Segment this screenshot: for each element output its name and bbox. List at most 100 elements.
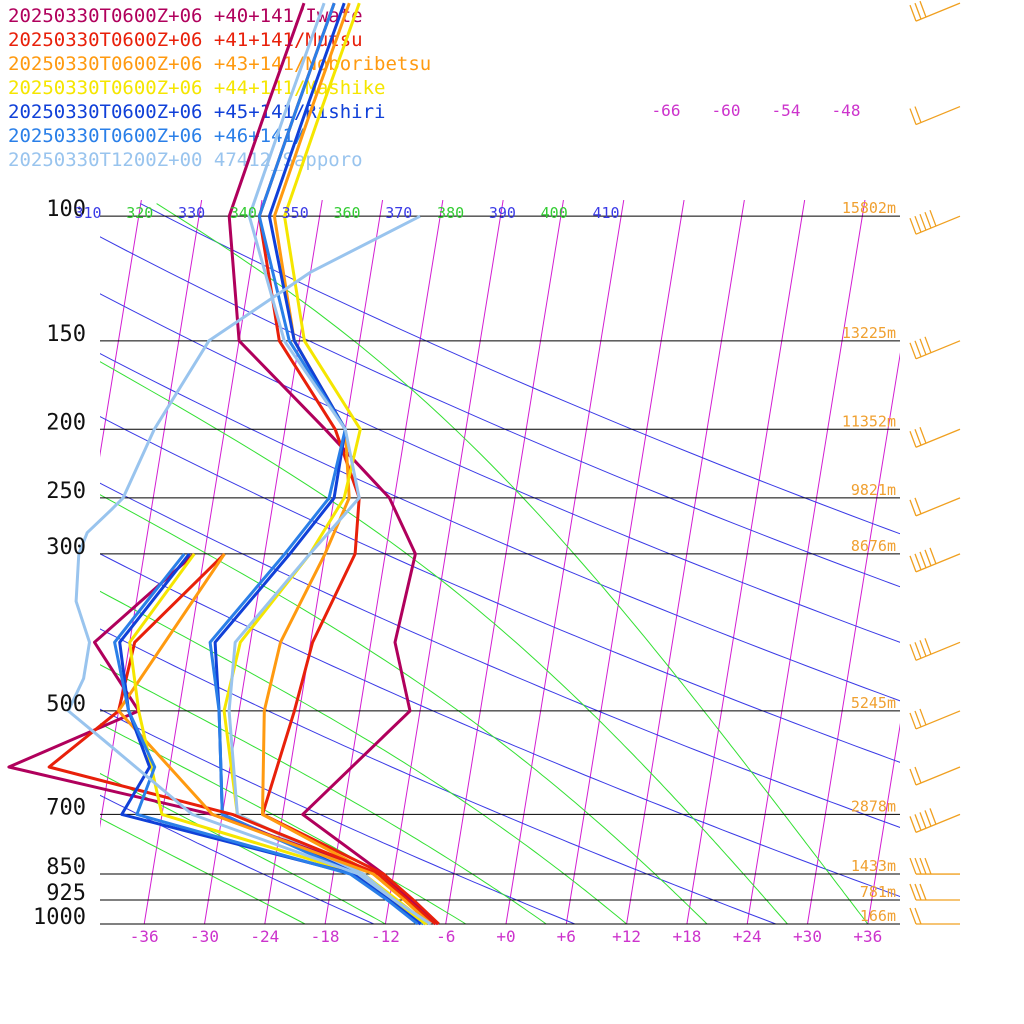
wind-barb <box>909 708 961 730</box>
dry-adiabat <box>100 416 900 763</box>
wind-barb <box>909 808 961 833</box>
temperature-tick-label: -30 <box>190 927 219 946</box>
isotherm-line <box>565 200 685 924</box>
legend-entry: 20250330T0600Z+06 +40+141/Iwate <box>8 5 363 27</box>
isotherm-line <box>264 200 384 924</box>
wind-barb-flag <box>919 812 927 829</box>
temperature-tick-label: +24 <box>733 927 762 946</box>
wind-barb-staff <box>915 813 961 833</box>
wind-barb-flag <box>909 217 917 235</box>
pressure-tick-label: 200 <box>46 410 86 435</box>
isotherm-line <box>324 200 444 924</box>
wind-barb-flag <box>909 555 917 573</box>
wind-barb-flag <box>914 814 922 831</box>
wind-barb-flag <box>924 810 932 827</box>
theta-label: 410 <box>592 204 619 222</box>
wind-barb-flag <box>909 499 917 517</box>
wind-barb <box>909 883 960 901</box>
upper-isotherm-label: -60 <box>712 101 741 120</box>
wind-barb-flag <box>919 0 927 18</box>
wind-barb-flag <box>929 808 937 825</box>
height-label: 9821m <box>851 481 896 499</box>
wind-barb-flag <box>919 640 927 657</box>
isotherm-line <box>505 200 625 924</box>
isotherm-line <box>100 200 203 829</box>
legend-entry: 20250330T0600Z+06 +46+141/ <box>8 125 306 147</box>
theta-label: 340 <box>230 204 257 222</box>
wind-barb-flag <box>924 211 932 229</box>
theta-label: 350 <box>282 204 309 222</box>
wind-barb-flag <box>914 106 922 123</box>
wind-barb-flag <box>914 497 922 515</box>
wind-barb-flag <box>919 883 927 901</box>
wind-barb-flag <box>929 209 937 227</box>
wind-barb-flag <box>914 857 922 875</box>
wind-barb <box>909 497 961 517</box>
theta-label: 310 <box>74 204 101 222</box>
height-label: 5245m <box>851 694 896 712</box>
wind-barb-flag <box>914 2 922 20</box>
wind-barb-flag <box>914 642 922 659</box>
wind-barb-flag <box>914 340 922 358</box>
wind-barb-flag <box>909 342 917 360</box>
wind-barb-staff <box>915 105 961 126</box>
sounding-line <box>208 2 425 926</box>
isotherm-line <box>867 722 900 924</box>
sounding-line <box>227 2 422 926</box>
wind-barb-staff <box>915 215 961 235</box>
height-label: 15802m <box>842 199 896 217</box>
wind-barb <box>909 638 961 661</box>
theta-label: 390 <box>489 204 516 222</box>
theta-label: 360 <box>333 204 360 222</box>
wind-barb <box>909 209 961 235</box>
dry-adiabat <box>100 482 900 828</box>
wind-barb-flag <box>924 857 932 875</box>
sounding-line <box>117 553 432 926</box>
wind-barb-flag <box>919 708 927 726</box>
isotherm-line <box>807 352 900 924</box>
wind-barb-flag <box>914 710 922 728</box>
upper-isotherm-label: -54 <box>772 101 801 120</box>
wind-barb-staff <box>915 340 961 360</box>
wind-barb <box>909 427 961 448</box>
sounding-line <box>66 214 432 926</box>
wind-barb-flag <box>909 883 917 901</box>
pressure-tick-label: 250 <box>46 479 86 504</box>
wind-barb-flag <box>914 429 922 446</box>
wind-barb-flag <box>909 712 917 730</box>
temperature-tick-label: +30 <box>793 927 822 946</box>
wind-barb-flag <box>914 553 922 571</box>
pressure-tick-label: 925 <box>46 881 86 906</box>
sounding-line <box>113 552 419 926</box>
wind-barb-flag <box>919 338 927 356</box>
isotherm-line <box>100 200 142 458</box>
theta-label: 330 <box>178 204 205 222</box>
temperature-tick-label: -24 <box>250 927 279 946</box>
temperature-tick-label: +18 <box>672 927 701 946</box>
wind-barb <box>909 857 960 875</box>
dry-adiabat <box>140 203 900 535</box>
pressure-tick-label: 500 <box>46 692 86 717</box>
wind-barb-flag <box>909 907 917 925</box>
isotherm-line <box>445 200 564 924</box>
isotherm-line <box>988 200 1024 924</box>
wind-barb <box>909 105 961 126</box>
upper-isotherm-label: -66 <box>652 101 681 120</box>
isotherm-line <box>746 200 866 924</box>
temperature-tick-label: -36 <box>130 927 159 946</box>
wind-barb-staff <box>915 710 961 730</box>
wind-barb-flag <box>909 816 917 833</box>
pressure-tick-label: 100 <box>46 197 86 222</box>
wind-barb <box>909 336 961 360</box>
wind-barb <box>909 907 960 925</box>
wind-barb-flag <box>914 215 922 233</box>
theta-label: 370 <box>385 204 412 222</box>
sounding-line <box>213 2 427 926</box>
temperature-tick-label: +0 <box>496 927 515 946</box>
wind-barb-flag <box>909 644 917 661</box>
height-label: 8676m <box>851 537 896 555</box>
wind-barb-flag <box>919 857 927 875</box>
temperature-tick-label: -12 <box>371 927 400 946</box>
wind-barb <box>909 766 961 786</box>
